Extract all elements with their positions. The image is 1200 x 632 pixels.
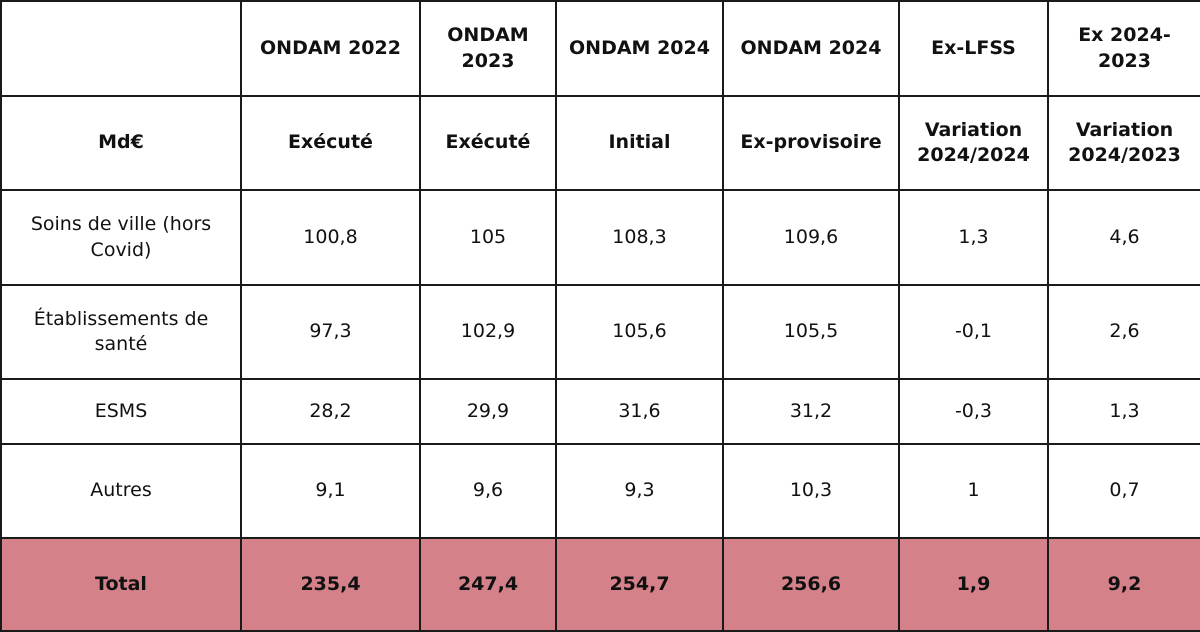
table-cell: 4,6 [1047, 189, 1200, 286]
table-cell: 29,9 [419, 378, 557, 445]
table-cell: 108,3 [555, 189, 724, 286]
table-cell: -0,1 [898, 284, 1049, 380]
total-row: Total 235,4 247,4 254,7 256,6 1,9 9,2 [0, 537, 1200, 632]
table-cell: 105,6 [555, 284, 724, 380]
total-cell: 247,4 [419, 537, 557, 632]
header-corner-cell [0, 0, 242, 97]
table-cell: 1 [898, 443, 1049, 539]
table-row: Établissements de santé 97,3 102,9 105,6… [0, 284, 1200, 380]
header-ex-2024-2023: Ex 2024-2023 [1047, 0, 1200, 97]
table-cell: 2,6 [1047, 284, 1200, 380]
table-row: ESMS 28,2 29,9 31,6 31,2 -0,3 1,3 [0, 378, 1200, 445]
total-cell: 256,6 [722, 537, 900, 632]
table-cell: 10,3 [722, 443, 900, 539]
unit-label: Md€ [0, 95, 242, 191]
table-cell: 105,5 [722, 284, 900, 380]
table-cell: 100,8 [240, 189, 421, 286]
table-cell: 9,6 [419, 443, 557, 539]
table-row: Soins de ville (hors Covid) 100,8 105 10… [0, 189, 1200, 286]
table-cell: 105 [419, 189, 557, 286]
table-cell: 0,7 [1047, 443, 1200, 539]
row-label: Autres [0, 443, 242, 539]
table-cell: 102,9 [419, 284, 557, 380]
status-provisional-2024: Ex-provisoire [722, 95, 900, 191]
table-cell: 9,1 [240, 443, 421, 539]
header-ondam-2024-provisional: ONDAM 2024 [722, 0, 900, 97]
status-executed-2023: Exécuté [419, 95, 557, 191]
table-cell: 31,2 [722, 378, 900, 445]
header-row-status: Md€ Exécuté Exécuté Initial Ex-provisoir… [0, 95, 1200, 191]
row-label: ESMS [0, 378, 242, 445]
row-label: Soins de ville (hors Covid) [0, 189, 242, 286]
header-row-years: ONDAM 2022 ONDAM 2023 ONDAM 2024 ONDAM 2… [0, 0, 1200, 97]
table-row: Autres 9,1 9,6 9,3 10,3 1 0,7 [0, 443, 1200, 539]
table-cell: 109,6 [722, 189, 900, 286]
header-ex-lfss: Ex-LFSS [898, 0, 1049, 97]
table-cell: 31,6 [555, 378, 724, 445]
total-cell: 254,7 [555, 537, 724, 632]
table-cell: 1,3 [1047, 378, 1200, 445]
total-cell: 1,9 [898, 537, 1049, 632]
header-ondam-2024-initial: ONDAM 2024 [555, 0, 724, 97]
status-executed-2022: Exécuté [240, 95, 421, 191]
row-label: Établissements de santé [0, 284, 242, 380]
table-cell: -0,3 [898, 378, 1049, 445]
total-cell: 235,4 [240, 537, 421, 632]
header-ondam-2022: ONDAM 2022 [240, 0, 421, 97]
table-cell: 28,2 [240, 378, 421, 445]
status-variation-2024-2024: Variation 2024/2024 [898, 95, 1049, 191]
table-cell: 97,3 [240, 284, 421, 380]
header-ondam-2023: ONDAM 2023 [419, 0, 557, 97]
table-cell: 9,3 [555, 443, 724, 539]
status-initial-2024: Initial [555, 95, 724, 191]
status-variation-2024-2023: Variation 2024/2023 [1047, 95, 1200, 191]
total-cell: 9,2 [1047, 537, 1200, 632]
table-cell: 1,3 [898, 189, 1049, 286]
total-label: Total [0, 537, 242, 632]
